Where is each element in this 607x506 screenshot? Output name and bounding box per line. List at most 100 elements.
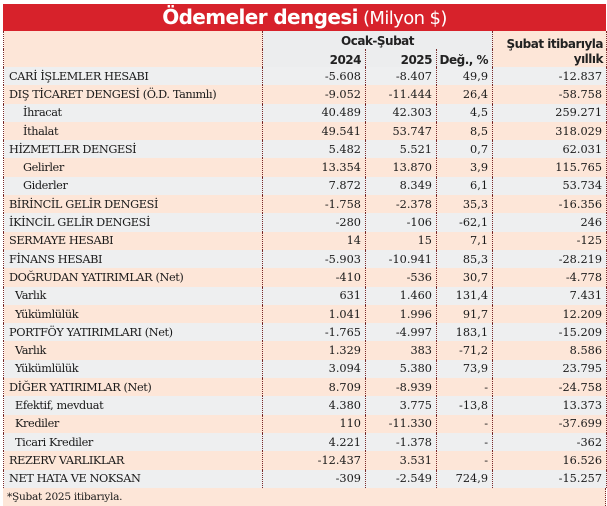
value-2024: -1.758: [262, 195, 366, 214]
value-2025: 53.747: [365, 121, 437, 141]
value-2024: 14: [262, 231, 366, 250]
change-percent: 4,5: [435, 103, 493, 122]
row-label: Giderler: [3, 176, 263, 196]
change-percent: 131,4: [435, 286, 493, 305]
annual-value: 259.271: [492, 103, 607, 122]
change-percent: 6,1: [435, 176, 493, 196]
row-label: İKİNCİL GELİR DENGESİ: [3, 213, 263, 232]
annual-value: 13.373: [492, 396, 607, 415]
change-percent: 3,9: [435, 158, 493, 177]
table-row: Giderler 7.872 8.349 6,1 53.734: [3, 176, 607, 196]
row-label: Varlık: [3, 341, 263, 360]
value-2024: -1.765: [262, 323, 366, 342]
table-row: Yükümlülük 1.041 1.996 91,7 12.209: [3, 304, 607, 324]
value-2025: -1.378: [365, 432, 437, 452]
table-row: Varlık 631 1.460 131,4 7.431: [3, 286, 607, 305]
value-2024: -5.608: [262, 67, 366, 86]
annual-value: 62.031: [492, 140, 607, 159]
change-percent: 26,4: [435, 85, 493, 104]
table-row: NET HATA VE NOKSAN -309 -2.549 724,9 -15.257: [3, 469, 607, 488]
table-row: Efektif, mevduat 4.380 3.775 -13,8 13.373: [3, 396, 607, 415]
annual-value: -12.837: [492, 67, 607, 86]
row-label: HİZMETLER DENGESİ: [3, 140, 263, 159]
change-percent: 724,9: [435, 469, 493, 488]
value-2024: -309: [262, 469, 366, 488]
change-percent: -71,2: [435, 341, 493, 360]
value-2025: -106: [365, 213, 437, 232]
row-label: DOĞRUDAN YATIRIMLAR (Net): [3, 268, 263, 287]
value-2025: -2.378: [365, 195, 437, 214]
change-percent: 91,7: [435, 304, 493, 324]
table-row: İKİNCİL GELİR DENGESİ -280 -106 -62,1 246: [3, 213, 607, 232]
value-2025: -8.939: [365, 378, 437, 397]
change-percent: 35,3: [435, 195, 493, 214]
row-label: REZERV VARLIKLAR: [3, 451, 263, 470]
value-2025: -10.941: [365, 249, 437, 269]
value-2024: 1.329: [262, 341, 366, 360]
change-percent-header: Değ., %: [435, 49, 493, 67]
row-label: NET HATA VE NOKSAN: [3, 469, 263, 488]
annual-value: 115.765: [492, 158, 607, 177]
year-2025-header: 2025: [365, 49, 437, 67]
table-row: REZERV VARLIKLAR -12.437 3.531-16.526: [3, 451, 607, 470]
value-2024: -9.052: [262, 85, 366, 104]
table-row: DIŞ TİCARET DENGESİ (Ö.D. Tanımlı) -9.052…: [3, 85, 607, 104]
annual-value: 8.586: [492, 341, 607, 360]
change-percent: 7,1: [435, 231, 493, 250]
change-percent: -: [435, 432, 493, 452]
value-2025: 5.380: [365, 359, 437, 379]
footnote: *Şubat 2025 itibarıyla.: [3, 487, 606, 506]
table-row: Varlık 1.329 383 -71,2 8.586: [3, 341, 607, 360]
table-row: İthalat 49.541 53.747 8,5 318.029: [3, 121, 607, 141]
change-percent: -62,1: [435, 213, 493, 232]
balance-of-payments-table-panel: Ödemeler dengesi (Milyon $) Ocak-Şubat Ş…: [3, 4, 607, 506]
value-2025: -2.549: [365, 469, 437, 488]
annual-value: -37.699: [492, 414, 607, 433]
annual-value: 16.526: [492, 451, 607, 470]
label-column-header: [3, 31, 263, 67]
value-2025: 1.460: [365, 286, 437, 305]
row-label: BİRİNCİL GELİR DENGESİ: [3, 195, 263, 214]
value-2024: 4.221: [262, 432, 366, 452]
value-2024: 49.541: [262, 121, 366, 141]
table-unit: (Milyon $): [362, 8, 447, 29]
value-2025: 5.521: [365, 140, 437, 159]
value-2024: 631: [262, 286, 366, 305]
value-2024: 7.872: [262, 176, 366, 196]
value-2025: 3.775: [365, 396, 437, 415]
table-row: FİNANS HESABI -5.903 -10.941 85,3 -28.219: [3, 249, 607, 269]
row-label: Ticari Krediler: [3, 432, 263, 452]
change-percent: 49,9: [435, 67, 493, 86]
annual-column-header: Şubat itibarıyla yıllık: [492, 31, 607, 67]
value-2024: 13.354: [262, 158, 366, 177]
annual-value: -125: [492, 231, 607, 250]
change-percent: 85,3: [435, 249, 493, 269]
table-row: PORTFÖY YATIRIMLARI (Net) -1.765 -4.997 183…: [3, 323, 607, 342]
change-percent: 183,1: [435, 323, 493, 342]
value-2025: 15: [365, 231, 437, 250]
annual-value: 246: [492, 213, 607, 232]
table-row: DOĞRUDAN YATIRIMLAR (Net) -410 -536 30,7 -4.…: [3, 268, 607, 287]
value-2025: 8.349: [365, 176, 437, 196]
table-row: İhracat 40.489 42.303 4,5 259.271: [3, 103, 607, 122]
balance-of-payments-table: Ocak-Şubat Şubat itibarıyla yıllık 2024 …: [3, 31, 607, 488]
row-label: Varlık: [3, 286, 263, 305]
annual-value: 12.209: [492, 304, 607, 324]
change-percent: 0,7: [435, 140, 493, 159]
row-label: Yükümlülük: [3, 304, 263, 324]
value-2025: 42.303: [365, 103, 437, 122]
row-label: Krediler: [3, 414, 263, 433]
value-2025: 13.870: [365, 158, 437, 177]
row-label: PORTFÖY YATIRIMLARI (Net): [3, 323, 263, 342]
table-row: SERMAYE HESABI 14 15 7,1 -125: [3, 231, 607, 250]
table-row: Ticari Krediler 4.221 -1.378- -362: [3, 432, 607, 452]
value-2025: -11.444: [365, 85, 437, 104]
value-2025: -8.407: [365, 67, 437, 86]
value-2024: -280: [262, 213, 366, 232]
table-header: Ocak-Şubat Şubat itibarıyla yıllık 2024 …: [3, 31, 607, 67]
value-2024: 40.489: [262, 103, 366, 122]
annual-header-line1: Şubat itibarıyla: [506, 37, 604, 51]
row-label: DİĞER YATIRIMLAR (Net): [3, 378, 263, 397]
table-row: Yükümlülük 3.094 5.380 73,9 23.795: [3, 359, 607, 379]
year-2024-header: 2024: [262, 49, 366, 67]
